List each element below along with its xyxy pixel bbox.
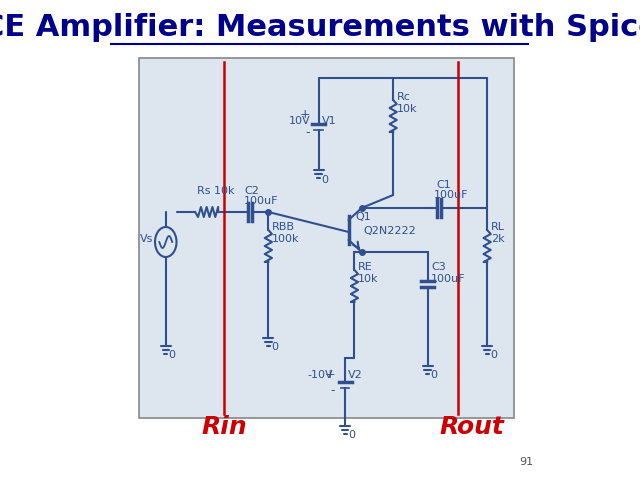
Text: 0: 0 <box>271 342 278 352</box>
Text: Rout: Rout <box>440 415 504 439</box>
Text: Rc: Rc <box>397 92 411 102</box>
Text: 100uF: 100uF <box>431 274 466 284</box>
Text: 10V: 10V <box>289 116 310 126</box>
Text: 100k: 100k <box>272 234 300 244</box>
Text: 91: 91 <box>520 457 534 467</box>
Text: C3: C3 <box>431 262 446 272</box>
Text: RE: RE <box>358 262 372 272</box>
Text: RBB: RBB <box>272 222 295 232</box>
Text: C1: C1 <box>436 180 451 190</box>
Text: Q1: Q1 <box>356 212 372 222</box>
Text: RL: RL <box>491 222 505 232</box>
Text: -: - <box>331 384 335 397</box>
Text: +: + <box>324 368 335 381</box>
Text: 10k: 10k <box>397 104 417 114</box>
Text: 0: 0 <box>431 370 438 380</box>
Text: V1: V1 <box>321 116 336 126</box>
Text: 2k: 2k <box>491 234 504 244</box>
Text: 100uF: 100uF <box>433 190 468 200</box>
Text: C2: C2 <box>244 186 259 196</box>
Text: 100uF: 100uF <box>244 196 278 206</box>
Text: 10k: 10k <box>358 274 378 284</box>
Text: -: - <box>305 126 310 139</box>
Text: 0: 0 <box>490 350 497 360</box>
Text: 0: 0 <box>168 350 175 360</box>
Text: -10V: -10V <box>308 370 333 380</box>
Text: Q2N2222: Q2N2222 <box>363 226 416 236</box>
Text: CE Amplifier: Measurements with Spice: CE Amplifier: Measurements with Spice <box>0 13 640 43</box>
Text: Vs: Vs <box>140 234 153 244</box>
Text: +: + <box>300 108 310 121</box>
Text: Rin: Rin <box>201 415 246 439</box>
FancyBboxPatch shape <box>140 58 514 418</box>
Text: Rs 10k: Rs 10k <box>196 186 234 196</box>
Text: 0: 0 <box>321 175 328 185</box>
Text: 0: 0 <box>348 430 355 440</box>
Text: V2: V2 <box>348 370 363 380</box>
